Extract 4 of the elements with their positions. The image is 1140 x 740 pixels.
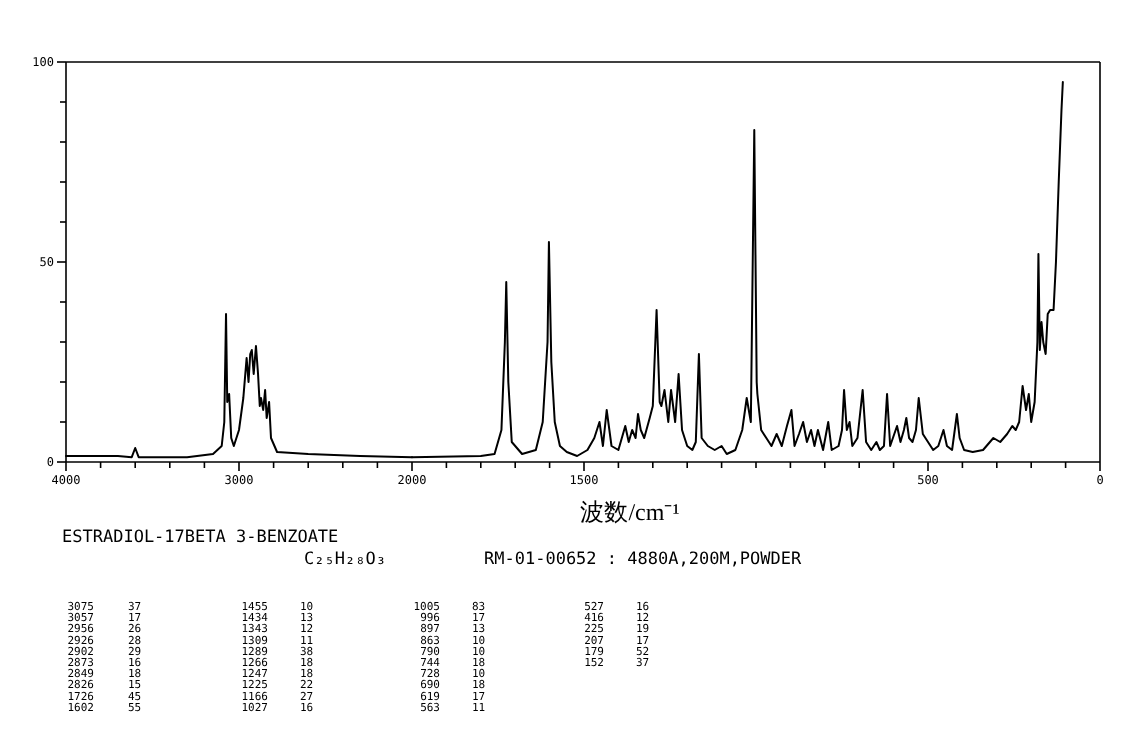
x-axis-title: 波数/cm⁻¹ [580, 498, 681, 526]
text: C₂₅H₂₈O₃ [304, 550, 386, 570]
text: ESTRADIOL-17BETA 3-BENZOATE [62, 528, 339, 548]
text: RM-01-00652 : 4880A,200M,POWDER [484, 550, 804, 570]
